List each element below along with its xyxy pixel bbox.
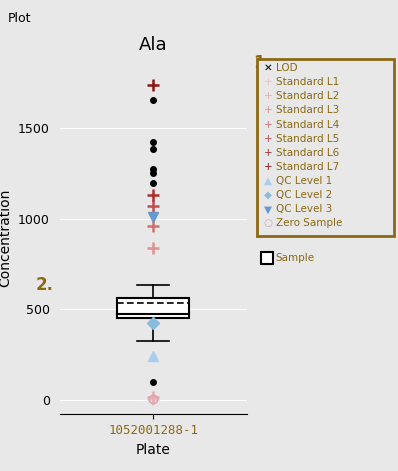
Text: +: +	[264, 134, 273, 144]
Text: QC Level 2: QC Level 2	[276, 190, 332, 200]
Text: +: +	[264, 106, 273, 115]
Text: 1.: 1.	[253, 54, 271, 72]
X-axis label: Plate: Plate	[136, 443, 171, 457]
Text: Standard L4: Standard L4	[276, 120, 339, 130]
Text: ✕: ✕	[264, 63, 273, 73]
Text: ○: ○	[264, 219, 273, 228]
Text: QC Level 1: QC Level 1	[276, 176, 332, 186]
Text: Sample: Sample	[276, 253, 315, 263]
Text: Standard L3: Standard L3	[276, 106, 339, 115]
Text: +: +	[264, 91, 273, 101]
Text: +: +	[264, 148, 273, 158]
Text: ◆: ◆	[264, 190, 272, 200]
Text: Standard L5: Standard L5	[276, 134, 339, 144]
Text: LOD: LOD	[276, 63, 297, 73]
Text: ▲: ▲	[264, 176, 272, 186]
Y-axis label: Concentration: Concentration	[0, 189, 13, 287]
Text: +: +	[264, 120, 273, 130]
Text: Standard L6: Standard L6	[276, 148, 339, 158]
Text: Standard L2: Standard L2	[276, 91, 339, 101]
Text: Standard L1: Standard L1	[276, 77, 339, 87]
Bar	[117, 298, 189, 317]
Text: +: +	[264, 162, 273, 172]
Title: Ala: Ala	[139, 36, 168, 54]
Text: Standard L7: Standard L7	[276, 162, 339, 172]
Text: Plot: Plot	[8, 12, 31, 25]
Text: ▼: ▼	[264, 204, 272, 214]
Text: Zero Sample: Zero Sample	[276, 219, 342, 228]
Text: 2.: 2.	[36, 276, 54, 293]
Text: +: +	[264, 77, 273, 87]
Text: QC Level 3: QC Level 3	[276, 204, 332, 214]
